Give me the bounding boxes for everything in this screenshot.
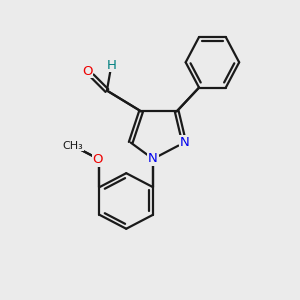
Text: N: N	[179, 136, 189, 149]
Text: H: H	[106, 59, 116, 72]
Text: O: O	[93, 153, 103, 166]
Text: N: N	[148, 152, 158, 165]
Text: CH₃: CH₃	[62, 140, 83, 151]
Text: O: O	[82, 65, 93, 78]
